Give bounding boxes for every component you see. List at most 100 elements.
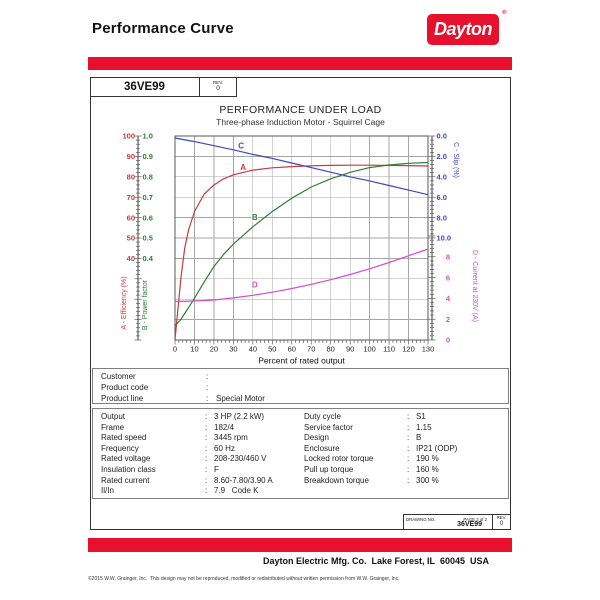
spec-label: Enclosure <box>304 443 340 453</box>
spec-row: Rated current: 8.60-7.80/3.90 A Breakdown … <box>101 476 508 487</box>
svg-text:4: 4 <box>446 294 451 303</box>
spec-label: Il/In <box>101 486 114 496</box>
info-label: Product line <box>101 394 144 403</box>
svg-text:2: 2 <box>446 315 450 324</box>
svg-text:50: 50 <box>127 234 135 243</box>
info-row: Product code: <box>101 382 508 393</box>
svg-text:100: 100 <box>122 132 135 141</box>
svg-text:120: 120 <box>402 345 415 354</box>
svg-text:C - Slip (%): C - Slip (%) <box>452 142 459 178</box>
spec-value: 3445 rpm <box>214 433 248 443</box>
spec-value: 1.15 <box>416 422 432 432</box>
spec-label: Service factor <box>304 422 353 432</box>
svg-text:2.0: 2.0 <box>437 152 447 161</box>
model-number-cell: 36VE99 <box>90 77 200 97</box>
footer-address: Dayton Electric Mfg. Co. Lake Forest, IL… <box>262 556 490 566</box>
customer-info-box: Customer: Product code: Product line: Speci… <box>92 368 509 404</box>
spec-label: Insulation class <box>101 464 156 474</box>
spec-row: Frequency:60 Hz Enclosure: IP21 (ODP) <box>101 444 508 455</box>
spec-label: Frequency <box>101 443 139 453</box>
svg-text:1.0: 1.0 <box>143 132 153 141</box>
info-value <box>216 382 508 393</box>
model-number: 36VE99 <box>124 80 165 93</box>
spec-label: Design <box>304 433 329 443</box>
spec-value: B <box>416 433 422 443</box>
spec-label: Output <box>101 412 126 421</box>
info-row: Customer: <box>101 371 508 382</box>
svg-text:80: 80 <box>327 345 335 354</box>
spec-colon: : <box>205 412 208 421</box>
curve-label-d: D <box>252 280 258 289</box>
spec-value: F <box>214 464 219 474</box>
spec-row: Output:3 HP (2.2 kW) Duty cycle: S1 <box>101 412 508 423</box>
page-title: Performance Curve <box>92 20 234 37</box>
curve-c <box>174 137 429 196</box>
svg-text:0.0: 0.0 <box>437 132 447 141</box>
svg-text:0.9: 0.9 <box>143 152 153 161</box>
spec-colon: : <box>407 422 410 432</box>
spec-value: 190 % <box>416 454 439 464</box>
svg-text:70: 70 <box>307 345 315 354</box>
main-document-box <box>90 77 511 530</box>
spec-row: Rated speed:3445 rpm Design: B <box>101 433 508 444</box>
svg-text:0.7: 0.7 <box>143 193 153 202</box>
info-value <box>216 371 508 382</box>
svg-text:90: 90 <box>127 152 135 161</box>
title-block-rev-label: REV. <box>496 515 507 521</box>
spec-label: Breakdown torque <box>304 475 369 485</box>
title-block-main: DRAWING NO. PAGE 2 of 2 36VE99 <box>404 515 492 529</box>
curve-label-a: A <box>240 163 246 172</box>
svg-text:0.6: 0.6 <box>143 213 153 222</box>
footer-rule <box>88 538 512 552</box>
svg-text:40: 40 <box>127 254 135 263</box>
title-block-rev: REV. 0 <box>492 515 510 529</box>
svg-text:6: 6 <box>446 273 450 282</box>
chart-subtitle: Three-phase Induction Motor - Squirrel C… <box>216 117 385 127</box>
spec-colon: : <box>407 412 410 421</box>
info-value: Special Motor <box>216 394 265 403</box>
svg-text:60: 60 <box>288 345 296 354</box>
spec-colon: : <box>205 464 208 474</box>
spec-value: 8.60-7.80/3.90 A <box>214 475 273 485</box>
svg-text:10.0: 10.0 <box>437 234 452 243</box>
svg-text:0.5: 0.5 <box>143 234 153 243</box>
spec-label: Rated current <box>101 475 150 485</box>
svg-text:0: 0 <box>446 336 450 345</box>
drawing-no-label: DRAWING NO. <box>406 516 436 522</box>
rev-label: REV. <box>212 79 224 85</box>
info-label: Product code <box>101 383 149 392</box>
spec-colon: : <box>407 475 410 485</box>
svg-text:0.8: 0.8 <box>143 173 153 182</box>
footer-copyright: ©2015 W.W. Grainger, Inc. This design ma… <box>88 576 400 582</box>
spec-label <box>304 486 407 497</box>
spec-colon: : <box>407 433 410 443</box>
title-block: DRAWING NO. PAGE 2 of 2 36VE99 REV. 0 <box>403 514 511 530</box>
svg-text:100: 100 <box>363 345 376 354</box>
dayton-logo: Dayton ® <box>427 10 506 45</box>
spec-label: Pull up torque <box>304 464 354 474</box>
svg-text:20: 20 <box>210 345 218 354</box>
spec-value: 60 Hz <box>214 443 235 453</box>
spec-value: 3 HP (2.2 kW) <box>214 412 265 421</box>
svg-text:50: 50 <box>268 345 276 354</box>
curve-b <box>174 161 429 327</box>
spec-value: S1 <box>416 412 426 421</box>
info-colon: : <box>206 383 209 392</box>
curve-label-b: B <box>252 213 258 222</box>
svg-text:B - Power factor: B - Power factor <box>142 279 149 330</box>
spec-colon <box>407 486 416 497</box>
title-block-rev-value: 0 <box>499 521 504 528</box>
spec-colon: : <box>205 422 208 432</box>
svg-text:90: 90 <box>346 345 354 354</box>
header-rule <box>88 57 512 70</box>
revision-cell: REV. 0 <box>200 77 237 97</box>
spec-colon: : <box>407 464 410 474</box>
svg-text:0: 0 <box>173 345 177 354</box>
spec-value: IP21 (ODP) <box>416 443 458 453</box>
svg-text:10: 10 <box>190 345 198 354</box>
spec-row: Rated voltage:208-230/460 V Locked rotor … <box>101 454 508 465</box>
svg-text:40: 40 <box>249 345 257 354</box>
svg-text:8: 8 <box>446 253 450 262</box>
spec-label: Duty cycle <box>304 412 341 421</box>
